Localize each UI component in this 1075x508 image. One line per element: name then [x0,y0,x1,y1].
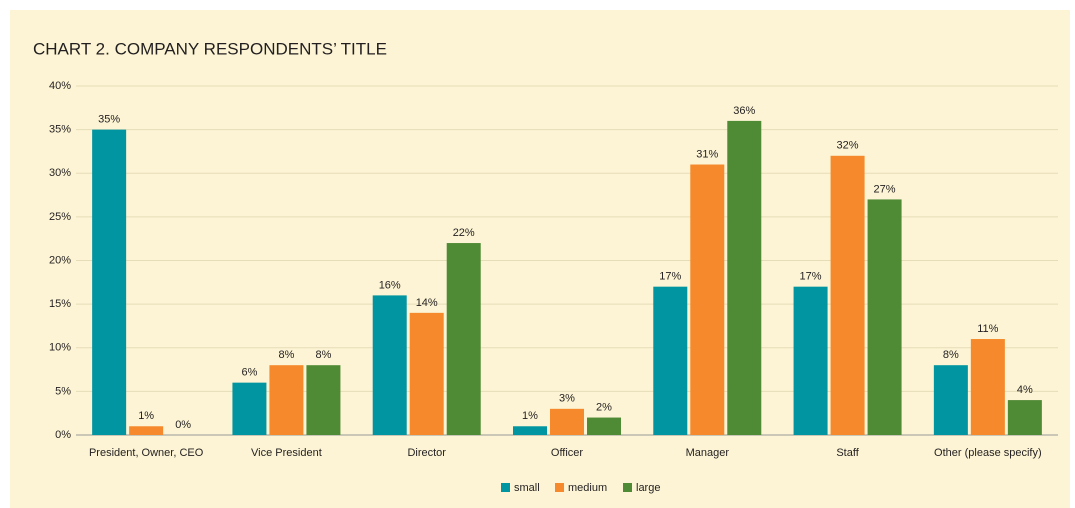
legend-label: large [636,482,660,494]
data-label: 16% [379,279,401,291]
y-tick-label: 20% [49,254,71,266]
legend-swatch [555,483,564,492]
y-tick-label: 30% [49,167,71,179]
y-tick-label: 15% [49,298,71,310]
chart-title: CHART 2. COMPANY RESPONDENTS’ TITLE [33,39,387,58]
legend-swatch [623,483,632,492]
x-tick-label: Officer [551,447,584,459]
bar [232,382,267,435]
x-tick-label: Other (please specify) [934,447,1042,459]
bar [1007,400,1042,435]
data-label: 4% [1017,384,1033,396]
data-label: 8% [315,349,331,361]
data-label: 17% [659,271,681,283]
data-label: 8% [278,349,294,361]
x-tick-label: Vice President [251,447,322,459]
bar [867,199,902,435]
data-label: 27% [874,183,896,195]
y-tick-label: 5% [55,385,71,397]
y-tick-label: 40% [49,80,71,92]
bar [933,365,968,435]
y-tick-label: 25% [49,211,71,223]
bar [653,286,688,435]
bar [793,286,828,435]
data-label: 31% [696,148,718,160]
data-label: 32% [837,140,859,152]
x-tick-label: Staff [836,447,859,459]
legend-label: small [514,482,540,494]
data-label: 6% [241,367,257,379]
bar [690,164,725,435]
y-tick-label: 10% [49,342,71,354]
data-label: 17% [800,271,822,283]
data-label: 1% [522,410,538,422]
data-label: 14% [416,297,438,309]
data-label: 22% [453,227,475,239]
bar [513,426,547,435]
x-tick-label: President, Owner, CEO [89,447,204,459]
data-label: 1% [138,410,154,422]
bar [587,417,621,435]
bar [129,426,164,435]
bar [830,155,865,436]
x-tick-label: Manager [686,447,730,459]
data-label: 36% [733,105,755,117]
data-label: 11% [977,323,998,335]
data-label: 3% [559,393,575,405]
bar [550,408,584,435]
bar [970,339,1005,435]
bar [269,365,304,435]
bar [306,365,341,435]
bar [727,120,762,436]
y-tick-label: 35% [49,124,71,136]
bar [92,129,127,435]
bar [372,295,407,435]
legend-label: medium [568,482,607,494]
legend-swatch [501,483,510,492]
data-label: 8% [943,349,959,361]
bar [446,243,481,435]
data-label: 0% [175,419,191,431]
x-tick-label: Director [407,447,446,459]
data-label: 35% [98,114,120,126]
bar [409,312,444,435]
data-label: 2% [596,401,612,413]
y-tick-label: 0% [55,429,71,441]
